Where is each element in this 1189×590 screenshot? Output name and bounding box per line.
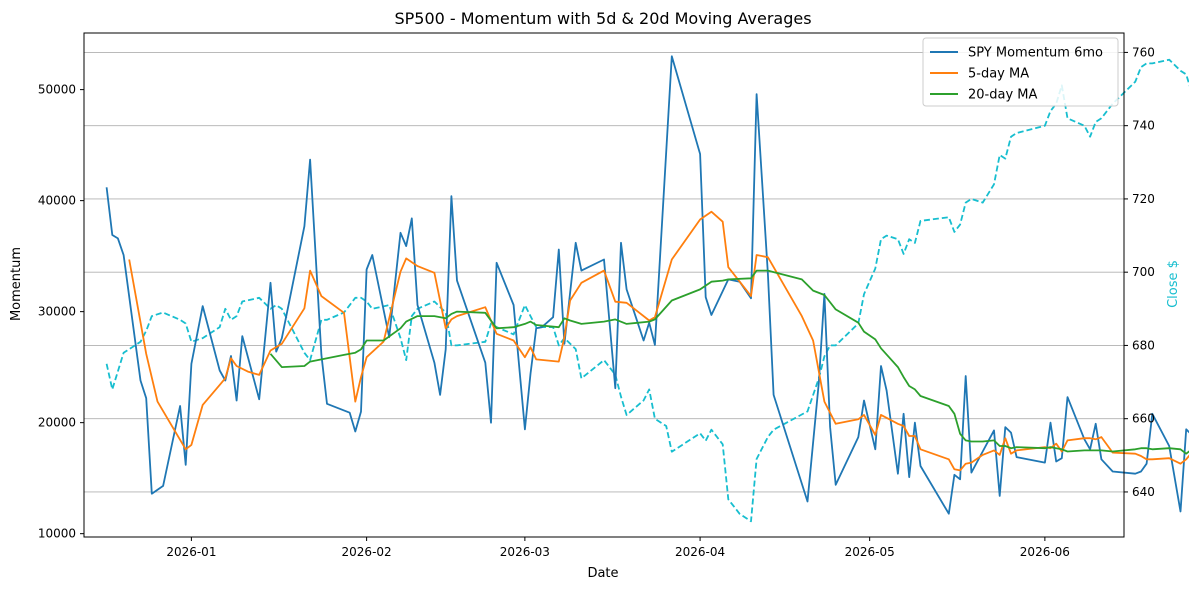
x-tick-label: 2026-05 — [845, 545, 895, 559]
y2-axis-label: Close $ — [1166, 260, 1181, 308]
x-tick-label: 2026-06 — [1020, 545, 1070, 559]
x-tick-label: 2026-03 — [500, 545, 550, 559]
y-tick-label: 50000 — [38, 83, 76, 97]
axis-layer: 2026-01 2026-02 2026-03 2026-04 2026-05 2026-… — [38, 45, 1155, 559]
x-tick-label: 2026-02 — [342, 545, 392, 559]
y2-tick-label: 760 — [1132, 45, 1155, 59]
y2-tick-label: 700 — [1132, 265, 1155, 279]
y-axis-label: Momentum — [9, 247, 24, 321]
legend: SPY Momentum 6mo 5-day MA 20-day MA — [922, 37, 1119, 107]
legend-label: 20-day MA — [968, 88, 1037, 103]
legend-item-momentum: SPY Momentum 6mo — [930, 46, 1103, 61]
y2-tick-label: 640 — [1132, 485, 1155, 499]
series-layer — [105, 55, 1189, 523]
legend-box — [922, 37, 1119, 107]
y2-tick-label: 660 — [1132, 412, 1155, 426]
chart-title: SP500 - Momentum with 5d & 20d Moving Av… — [394, 9, 811, 28]
series-line-ma20 — [269, 269, 1189, 455]
y2-tick-label: 740 — [1132, 119, 1155, 133]
x-axis-label: Date — [587, 566, 618, 581]
legend-item-ma5: 5-day MA — [930, 67, 1029, 82]
y2-tick-label: 680 — [1132, 338, 1155, 352]
y2-tick-label: 720 — [1132, 192, 1155, 206]
legend-label: 5-day MA — [968, 67, 1029, 82]
plot-frame — [83, 32, 1125, 538]
y-tick-label: 20000 — [38, 416, 76, 430]
legend-item-ma20: 20-day MA — [930, 88, 1037, 103]
y-tick-label: 40000 — [38, 194, 76, 208]
x-tick-label: 2026-04 — [675, 545, 725, 559]
legend-label: SPY Momentum 6mo — [968, 46, 1103, 61]
y-tick-label: 10000 — [38, 527, 76, 541]
y-tick-label: 30000 — [38, 305, 76, 319]
x-tick-label: 2026-01 — [166, 545, 216, 559]
